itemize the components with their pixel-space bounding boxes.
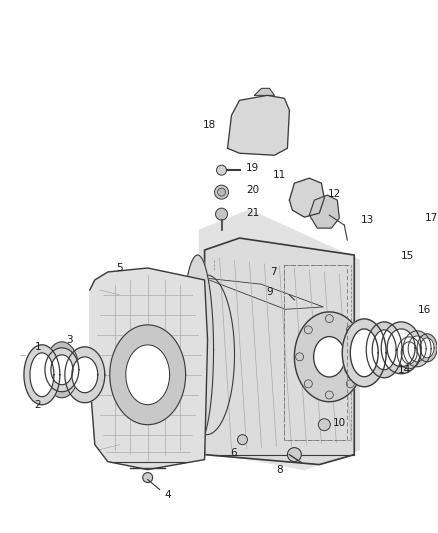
Polygon shape xyxy=(189,298,206,402)
Text: 16: 16 xyxy=(417,305,431,315)
Polygon shape xyxy=(294,312,364,402)
Circle shape xyxy=(216,165,226,175)
Text: 8: 8 xyxy=(276,465,283,474)
Circle shape xyxy=(346,380,354,388)
Circle shape xyxy=(215,208,227,220)
Circle shape xyxy=(143,473,153,482)
Polygon shape xyxy=(397,337,421,369)
Polygon shape xyxy=(342,319,386,387)
Circle shape xyxy=(215,185,229,199)
Polygon shape xyxy=(126,345,170,405)
Circle shape xyxy=(318,419,330,431)
Polygon shape xyxy=(401,342,417,364)
Circle shape xyxy=(325,314,333,322)
Text: 9: 9 xyxy=(266,287,273,297)
Polygon shape xyxy=(30,353,54,397)
Text: 19: 19 xyxy=(246,163,259,173)
Text: 6: 6 xyxy=(230,448,237,458)
Polygon shape xyxy=(387,329,415,367)
Text: 1: 1 xyxy=(35,342,41,352)
Text: 18: 18 xyxy=(203,120,216,130)
Circle shape xyxy=(287,448,301,462)
Polygon shape xyxy=(290,178,324,217)
Text: 17: 17 xyxy=(424,213,438,223)
Circle shape xyxy=(304,380,312,388)
Circle shape xyxy=(355,353,363,361)
Polygon shape xyxy=(420,338,434,358)
Circle shape xyxy=(304,326,312,334)
Polygon shape xyxy=(24,345,60,405)
Polygon shape xyxy=(205,238,354,465)
Polygon shape xyxy=(408,336,426,362)
Polygon shape xyxy=(366,322,402,378)
Polygon shape xyxy=(309,195,339,228)
Polygon shape xyxy=(200,210,359,470)
Polygon shape xyxy=(51,355,73,385)
Text: 7: 7 xyxy=(270,267,277,277)
Text: 20: 20 xyxy=(246,185,259,195)
Polygon shape xyxy=(45,342,79,398)
Polygon shape xyxy=(204,278,323,309)
Text: 13: 13 xyxy=(360,215,374,225)
Polygon shape xyxy=(314,337,345,377)
Polygon shape xyxy=(90,268,208,470)
Circle shape xyxy=(346,326,354,334)
Polygon shape xyxy=(403,331,431,367)
Polygon shape xyxy=(72,357,98,393)
Polygon shape xyxy=(417,334,437,362)
Text: 2: 2 xyxy=(35,400,41,410)
Text: 4: 4 xyxy=(164,489,171,499)
Polygon shape xyxy=(344,356,384,380)
Circle shape xyxy=(237,434,247,445)
Text: 3: 3 xyxy=(67,335,73,345)
Polygon shape xyxy=(182,255,214,445)
Text: 11: 11 xyxy=(273,170,286,180)
Polygon shape xyxy=(254,88,275,95)
Text: 5: 5 xyxy=(117,263,123,273)
Circle shape xyxy=(218,188,226,196)
Polygon shape xyxy=(45,348,79,392)
Polygon shape xyxy=(350,329,378,377)
Text: 14: 14 xyxy=(398,365,411,375)
Polygon shape xyxy=(168,278,272,402)
Circle shape xyxy=(296,353,304,361)
Polygon shape xyxy=(110,325,186,425)
Text: 15: 15 xyxy=(400,251,414,261)
Text: 10: 10 xyxy=(333,418,346,427)
Polygon shape xyxy=(65,347,105,403)
Text: 21: 21 xyxy=(246,208,259,218)
Polygon shape xyxy=(227,95,290,155)
Circle shape xyxy=(325,391,333,399)
Text: 12: 12 xyxy=(328,189,341,199)
Polygon shape xyxy=(381,322,421,374)
Polygon shape xyxy=(372,330,396,370)
